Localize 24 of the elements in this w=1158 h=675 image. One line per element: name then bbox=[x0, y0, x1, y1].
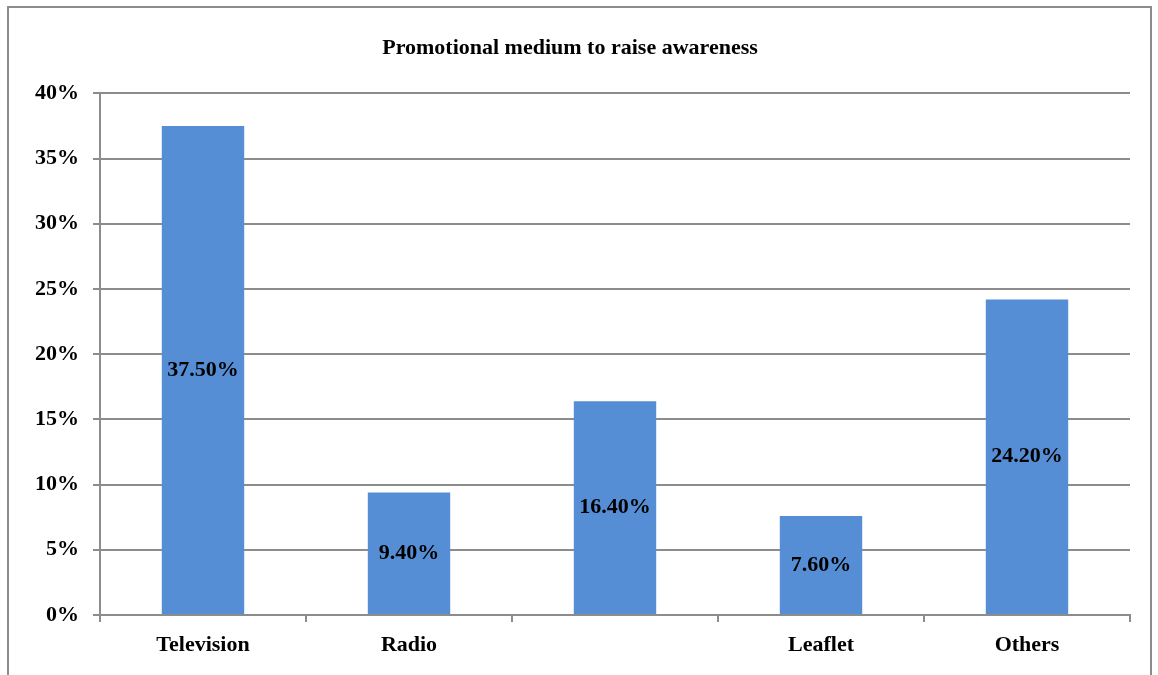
y-tick-label: 35% bbox=[35, 144, 79, 170]
y-tick-label: 20% bbox=[35, 339, 79, 365]
y-tick-label: 10% bbox=[35, 470, 79, 496]
data-label: 7.60% bbox=[790, 550, 852, 576]
bar bbox=[573, 401, 657, 614]
chart-title: Promotional medium to raise awareness bbox=[382, 33, 759, 59]
x-tick-label: Radio bbox=[380, 630, 438, 656]
y-tick-label: 40% bbox=[35, 79, 79, 105]
data-label: 24.20% bbox=[991, 442, 1063, 468]
y-tick-label: 15% bbox=[35, 405, 79, 431]
data-label: 9.40% bbox=[378, 538, 440, 564]
y-tick-label: 5% bbox=[46, 535, 79, 561]
x-tick-label: Television bbox=[156, 630, 250, 656]
y-tick-label: 25% bbox=[35, 274, 79, 300]
x-tick-label: Others bbox=[994, 630, 1060, 656]
bar bbox=[367, 492, 451, 614]
bar bbox=[161, 126, 245, 614]
bar bbox=[779, 515, 863, 614]
y-tick-label: 0% bbox=[46, 600, 79, 626]
bar bbox=[985, 299, 1069, 614]
data-label: 16.40% bbox=[579, 493, 651, 519]
x-tick-label: Leaflet bbox=[788, 630, 855, 656]
data-label: 37.50% bbox=[167, 355, 239, 381]
y-tick-label: 30% bbox=[35, 209, 79, 235]
